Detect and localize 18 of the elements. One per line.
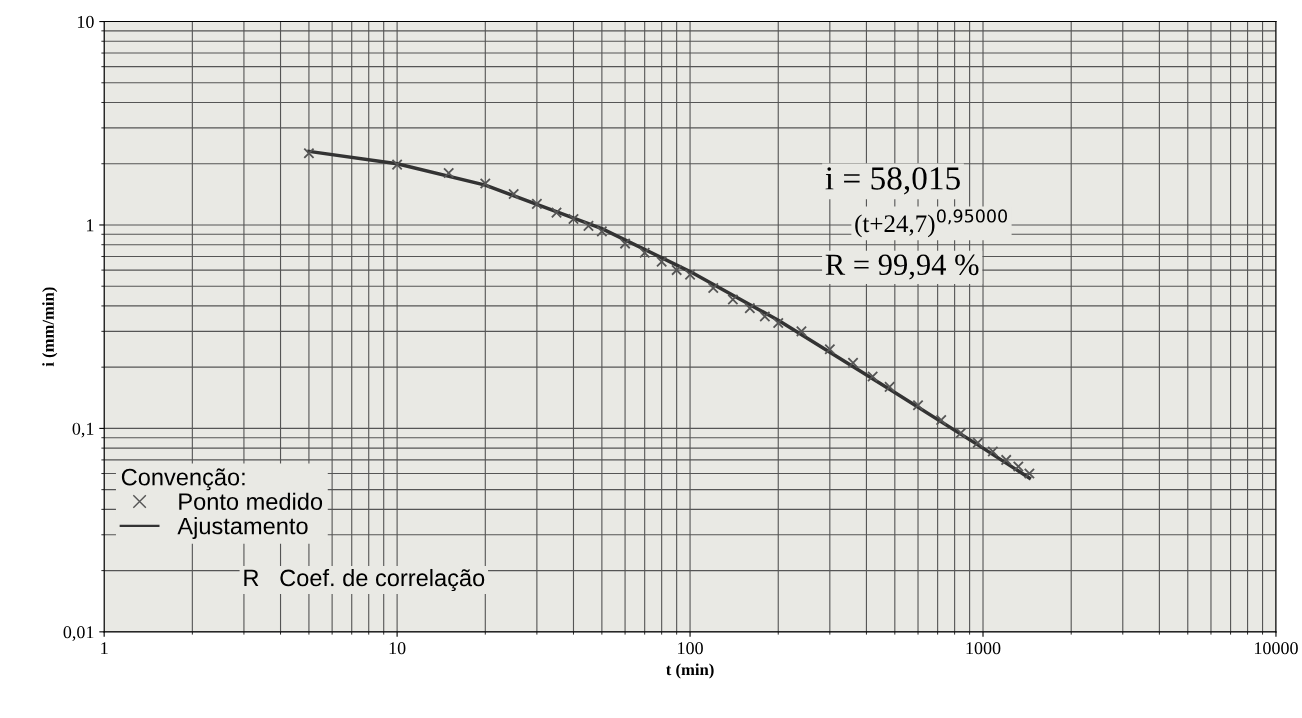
y-tick-label: 10 — [77, 15, 94, 28]
legend-label: Ajustamento — [177, 517, 308, 540]
annotation: R = 99,94 % — [825, 254, 979, 280]
y-axis-title: i (mm/min) — [42, 287, 58, 367]
annotation: i = 58,015 — [825, 167, 960, 195]
x-axis-title: t (min) — [666, 663, 714, 679]
y-tick-label: 0,1 — [72, 422, 94, 438]
y-tick-label: 0,01 — [63, 626, 94, 641]
x-tick-label: 1 — [101, 642, 108, 655]
y-tick-label: 1 — [87, 219, 94, 232]
legend-title: Convenção: — [121, 468, 245, 491]
x-tick-label: 10 — [389, 642, 406, 655]
x-tick-label: 1000 — [966, 642, 1001, 655]
annotation: R Coef. de correlação — [244, 568, 485, 592]
x-tick-label: 100 — [678, 642, 703, 655]
annotation: (t+24,7)$^{0,95000}$ — [855, 209, 1007, 238]
x-tick-label: 10000 — [1254, 642, 1298, 655]
legend-label: Ponto medido — [179, 492, 323, 510]
